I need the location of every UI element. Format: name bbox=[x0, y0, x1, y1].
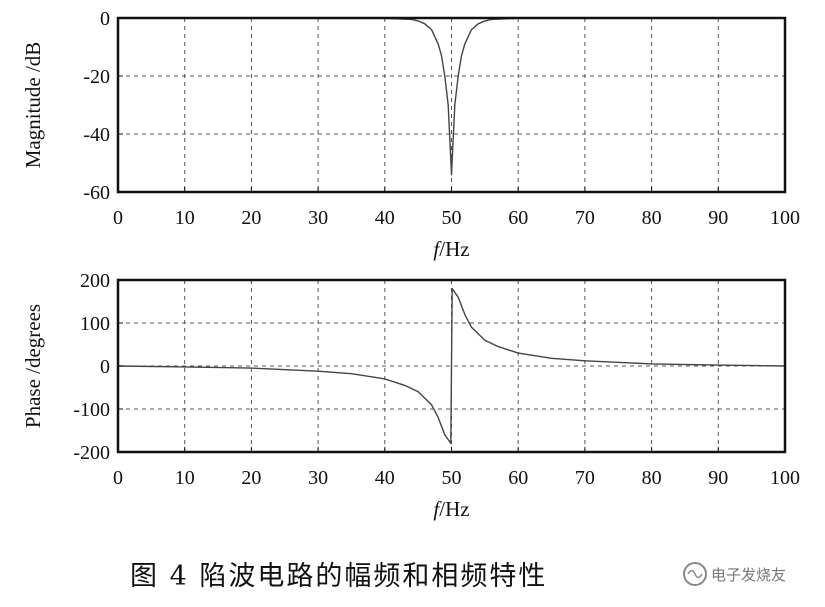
figure-caption: 图 4 陷波电路的幅频和相频特性 bbox=[130, 561, 547, 592]
phase-chart: 0 10 20 30 40 50 60 70 80 90 100 200 100 0 -100 -200 f/H… bbox=[21, 270, 800, 521]
y-tick-label: 100 bbox=[80, 313, 110, 335]
x-tick-label: 0 bbox=[113, 207, 123, 229]
x-tick-label: 30 bbox=[308, 207, 328, 229]
x-tick-label: 10 bbox=[175, 467, 195, 489]
x-tick-label: 100 bbox=[770, 467, 800, 489]
y-tick-label: -60 bbox=[83, 182, 110, 204]
y-tick-label: 0 bbox=[100, 356, 110, 378]
x-tick-label: 90 bbox=[708, 207, 728, 229]
x-tick-label: 70 bbox=[575, 467, 595, 489]
x-tick-label: 60 bbox=[508, 207, 528, 229]
x-tick-label: 20 bbox=[241, 467, 261, 489]
y-tick-label: -200 bbox=[73, 442, 110, 464]
x-tick-label: 80 bbox=[642, 467, 662, 489]
x-tick-label: 40 bbox=[375, 467, 395, 489]
y-tick-label: 200 bbox=[80, 270, 110, 292]
y-tick-label: 0 bbox=[100, 8, 110, 30]
x-tick-label: 0 bbox=[113, 467, 123, 489]
watermark-logo-wave bbox=[687, 569, 703, 579]
x-tick-label: 30 bbox=[308, 467, 328, 489]
watermark: 电子发烧友 bbox=[683, 562, 786, 586]
x-tick-label: 90 bbox=[708, 467, 728, 489]
x-tick-label: 20 bbox=[241, 207, 261, 229]
series-line bbox=[118, 17, 785, 176]
watermark-text: 电子发烧友 bbox=[711, 566, 786, 584]
x-tick-label: 50 bbox=[442, 207, 462, 229]
y-tick-label: -20 bbox=[83, 66, 110, 88]
y-axis-label: Phase /degrees bbox=[21, 304, 45, 428]
x-tick-label: 50 bbox=[442, 467, 462, 489]
y-tick-label: -100 bbox=[73, 399, 110, 421]
x-tick-label: 70 bbox=[575, 207, 595, 229]
x-tick-label: 100 bbox=[770, 207, 800, 229]
series-line bbox=[117, 287, 786, 445]
x-tick-label: 80 bbox=[642, 207, 662, 229]
y-tick-label: -40 bbox=[83, 124, 110, 146]
x-tick-label: 60 bbox=[508, 467, 528, 489]
x-tick-label: 40 bbox=[375, 207, 395, 229]
y-axis-label: Magnitude /dB bbox=[21, 42, 45, 169]
x-axis-label: f/Hz bbox=[433, 237, 469, 261]
watermark-logo-icon bbox=[683, 562, 707, 586]
x-axis-label: f/Hz bbox=[433, 497, 469, 521]
x-tick-label: 10 bbox=[175, 207, 195, 229]
magnitude-chart: 0 10 20 30 40 50 60 70 80 90 100 0 -20 -40 -60 f/Hz Magn… bbox=[21, 8, 800, 261]
